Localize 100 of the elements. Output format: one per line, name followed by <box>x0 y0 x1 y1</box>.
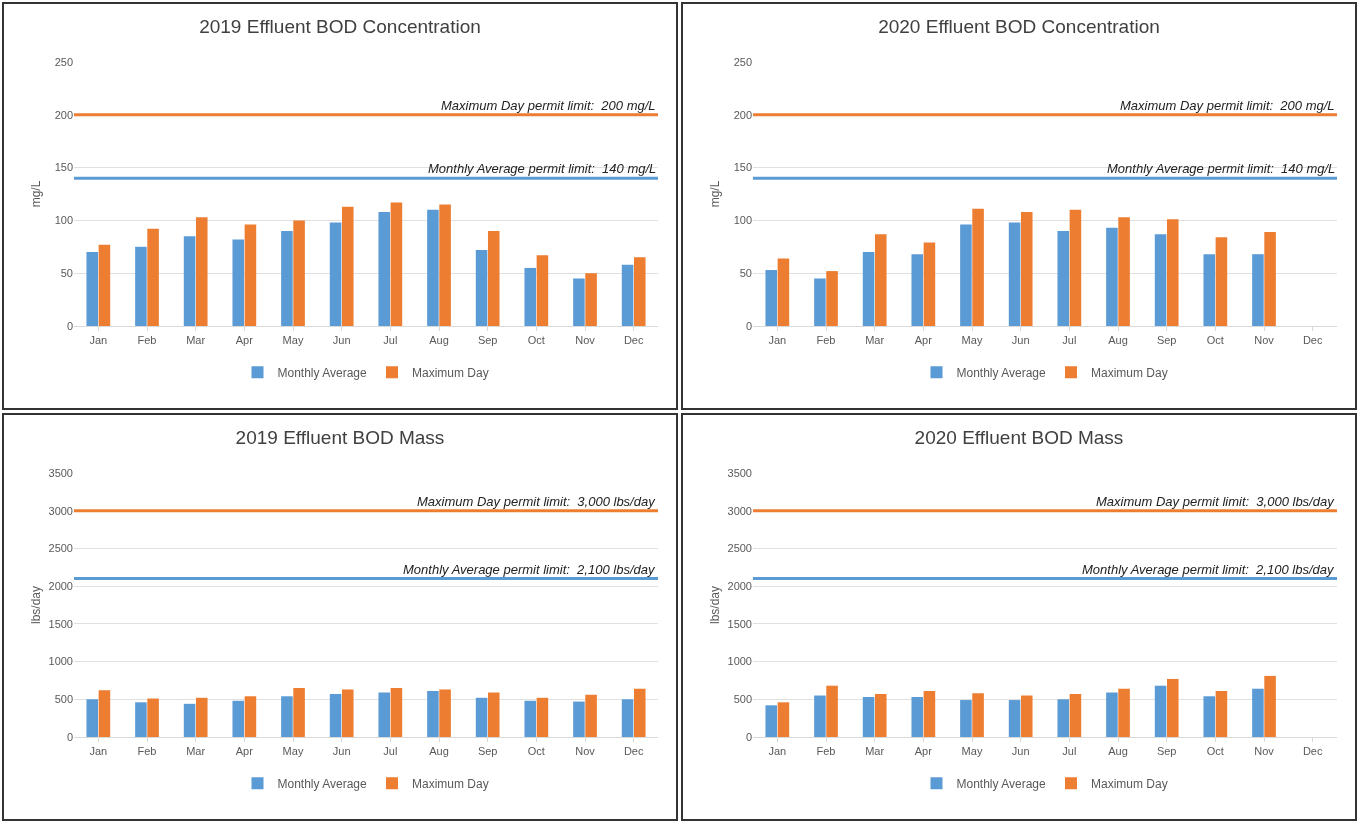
bar <box>475 249 488 326</box>
bar <box>585 273 597 326</box>
bar <box>98 244 111 326</box>
bar <box>244 696 257 737</box>
x-tick-label: Oct <box>527 745 545 758</box>
x-tick-label: Aug <box>429 334 449 347</box>
bar <box>135 246 147 326</box>
x-tick-label: Aug <box>429 745 449 758</box>
bar <box>475 697 488 737</box>
bar <box>427 209 439 326</box>
y-tick-label: 2000 <box>48 579 73 592</box>
ref-line-label: Monthly Average permit limit: 2,100 lbs/day <box>1082 562 1335 577</box>
bar <box>487 692 500 737</box>
y-tick-label: 250 <box>54 55 73 68</box>
y-axis-title: mg/L <box>29 180 43 208</box>
y-tick-label: 1500 <box>48 617 73 630</box>
y-tick-label: 100 <box>54 214 73 227</box>
x-tick-label: Dec <box>623 334 644 347</box>
x-tick-label: Apr <box>235 334 254 347</box>
x-tick-label: Jun <box>332 745 351 758</box>
bar <box>633 257 646 326</box>
x-tick-label: Mar <box>186 334 206 347</box>
y-tick-label: 0 <box>745 319 752 332</box>
x-tick-label: Feb <box>816 745 836 758</box>
y-tick-label: 100 <box>733 214 752 227</box>
bar <box>183 236 196 326</box>
bar <box>195 217 208 326</box>
bar <box>524 267 537 326</box>
y-tick-label: 2500 <box>48 542 73 555</box>
y-tick-label: 1500 <box>727 617 752 630</box>
y-tick-label: 200 <box>54 108 73 121</box>
bar <box>923 242 936 326</box>
bar <box>147 228 159 326</box>
y-tick-label: 150 <box>54 161 73 174</box>
bar <box>293 687 305 737</box>
x-tick-label: Jul <box>383 334 398 347</box>
bar <box>826 271 838 326</box>
y-axis-title: mg/L <box>708 180 722 208</box>
y-tick-label: 50 <box>60 267 73 280</box>
bar <box>244 224 257 326</box>
bar <box>1118 217 1130 326</box>
bar <box>536 255 549 326</box>
y-tick-label: 1000 <box>727 655 752 668</box>
chart-title: 2020 Effluent BOD Mass <box>914 427 1124 449</box>
x-tick-label: Jun <box>332 334 351 347</box>
x-tick-label: Jan <box>768 334 787 347</box>
y-tick-label: 0 <box>66 319 73 332</box>
y-tick-label: 3500 <box>48 466 73 479</box>
x-tick-label: Jan <box>89 745 108 758</box>
x-tick-label: Aug <box>1108 745 1128 758</box>
x-tick-label: May <box>282 334 304 347</box>
x-tick-label: Aug <box>1108 334 1128 347</box>
bar <box>232 700 245 737</box>
bar <box>573 701 585 737</box>
bar <box>135 702 147 737</box>
y-tick-label: 500 <box>54 693 73 706</box>
x-tick-label: Oct <box>527 334 545 347</box>
legend-label: Maximum Day <box>1090 776 1168 791</box>
bar <box>1008 222 1021 326</box>
x-tick-label: Jan <box>89 334 108 347</box>
y-tick-label: 3000 <box>727 504 752 517</box>
bar <box>1020 211 1033 326</box>
ref-line-label: Maximum Day permit limit: 200 mg/L <box>441 98 656 113</box>
x-tick-label: Oct <box>1206 745 1224 758</box>
bar <box>195 697 208 737</box>
bar <box>86 699 99 737</box>
bar <box>427 690 439 737</box>
bar <box>378 211 391 326</box>
x-tick-label: Mar <box>186 745 206 758</box>
bar <box>232 239 245 326</box>
bar <box>573 278 585 326</box>
ref-line-label: Monthly Average permit limit: 140 mg/L <box>1107 161 1336 176</box>
bar <box>390 687 403 737</box>
x-tick-label: Feb <box>137 334 157 347</box>
x-tick-label: Jul <box>383 745 398 758</box>
x-tick-label: Mar <box>865 334 885 347</box>
x-tick-label: Jul <box>1062 334 1077 347</box>
y-axis-title: lbs/day <box>708 585 722 625</box>
y-tick-label: 150 <box>733 161 752 174</box>
bar <box>281 230 293 326</box>
x-tick-label: Sep <box>1156 745 1177 758</box>
bar <box>439 204 451 326</box>
bar <box>1106 227 1118 326</box>
x-tick-label: Dec <box>623 745 644 758</box>
bar <box>390 202 403 326</box>
bar <box>874 234 887 326</box>
bar <box>972 208 984 326</box>
x-tick-label: Nov <box>1254 745 1275 758</box>
x-tick-label: Jul <box>1062 745 1077 758</box>
bar <box>814 278 826 326</box>
x-tick-label: Feb <box>816 334 836 347</box>
ref-line-label: Monthly Average permit limit: 140 mg/L <box>428 161 657 176</box>
y-tick-label: 3000 <box>48 504 73 517</box>
chart-title: 2019 Effluent BOD Mass <box>235 427 445 449</box>
x-tick-label: Dec <box>1302 745 1323 758</box>
chart-title: 2020 Effluent BOD Concentration <box>878 16 1160 38</box>
legend-label: Maximum Day <box>1090 365 1168 380</box>
y-tick-label: 1000 <box>48 655 73 668</box>
bar <box>341 206 354 326</box>
ref-line-label: Maximum Day permit limit: 3,000 lbs/day <box>1096 494 1336 509</box>
